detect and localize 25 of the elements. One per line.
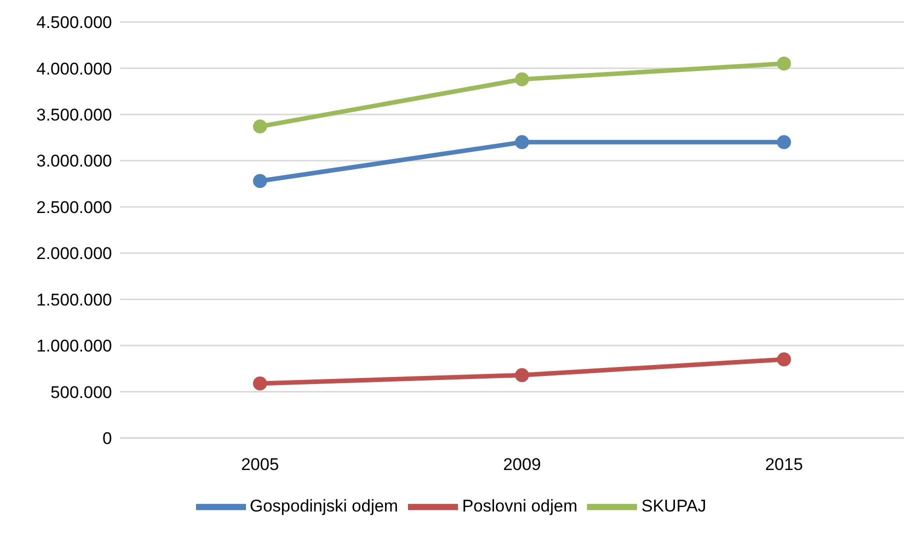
y-tick-label: 0 xyxy=(102,429,112,448)
y-tick-label: 4.000.000 xyxy=(36,59,112,78)
point xyxy=(515,72,529,86)
y-tick-label: 1.000.000 xyxy=(36,336,112,356)
point xyxy=(777,56,791,71)
y-tick-label: 500.000 xyxy=(50,382,112,402)
x-tick-label: 2005 xyxy=(241,455,279,474)
y-tick-label: 2.000.000 xyxy=(36,244,112,264)
y-tick-label: 3.000.000 xyxy=(36,152,112,171)
legend-label: Gospodinjski odjem xyxy=(250,496,398,516)
point xyxy=(777,352,791,366)
point xyxy=(253,119,267,134)
y-tick-label: 3.500.000 xyxy=(36,105,112,124)
y-tick-label: 1.500.000 xyxy=(36,290,112,310)
x-tick-label: 2009 xyxy=(503,455,541,474)
point xyxy=(253,376,267,390)
point xyxy=(253,174,267,188)
point xyxy=(777,135,791,150)
x-tick-label: 2015 xyxy=(765,455,803,474)
legend-label: Poslovni odjem xyxy=(462,496,578,516)
legend-label: SKUPAJ xyxy=(641,496,706,516)
y-tick-label: 4.500.000 xyxy=(36,13,112,32)
point xyxy=(515,135,529,150)
y-tick-label: 2.500.000 xyxy=(36,198,112,217)
point xyxy=(515,368,529,382)
